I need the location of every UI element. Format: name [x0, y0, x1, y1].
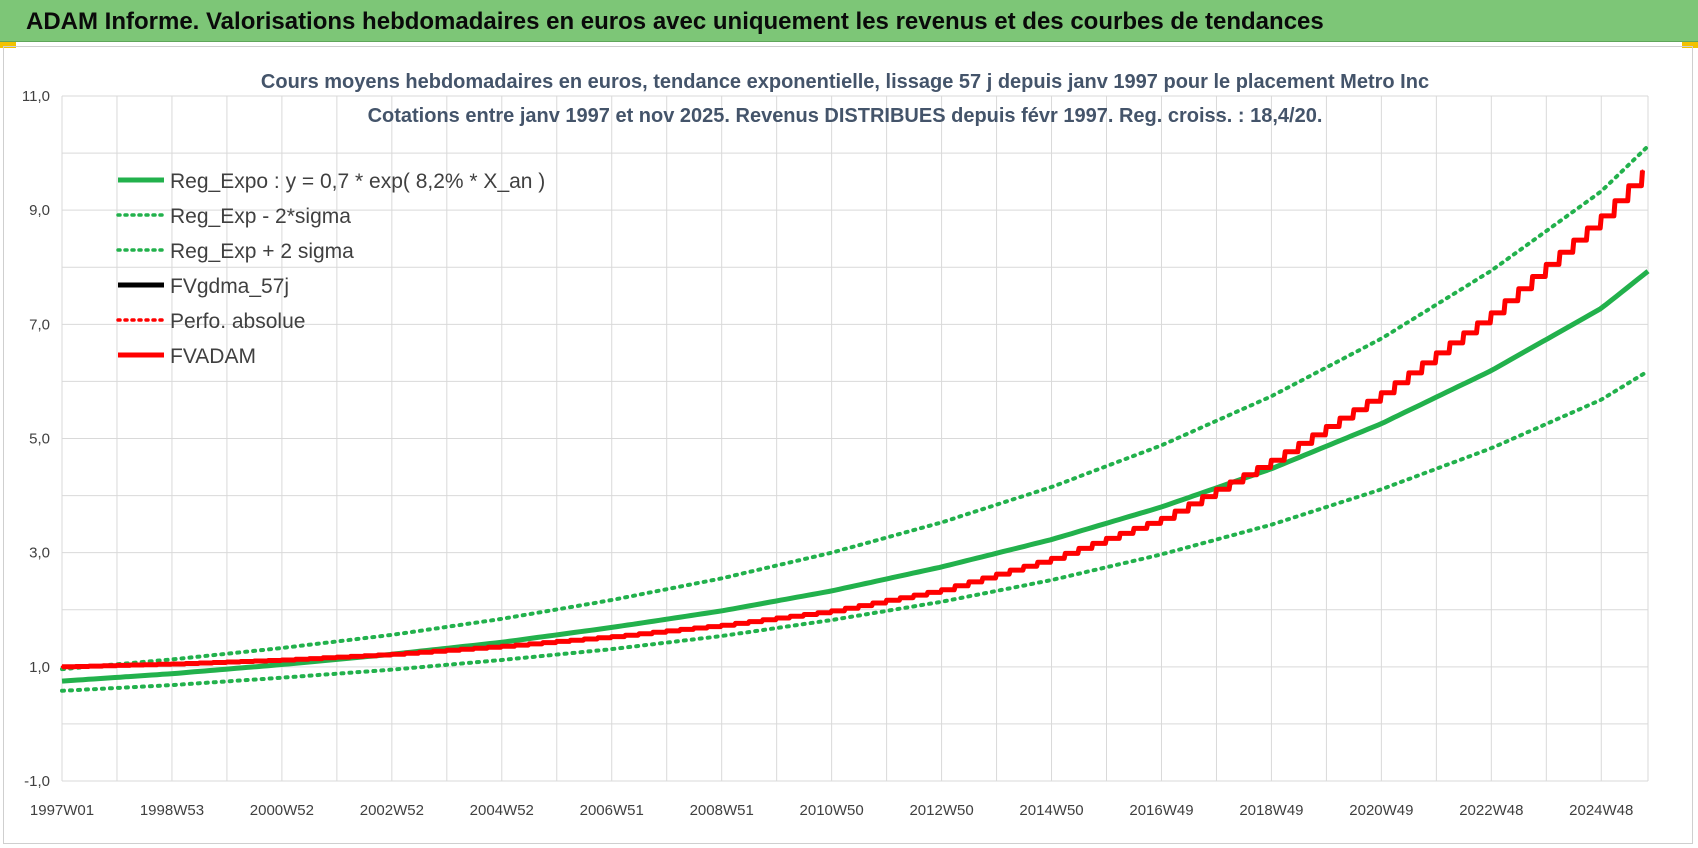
- chart-frame: [3, 46, 1693, 844]
- legend-label: Reg_Expo : y = 0,7 * exp( 8,2% * X_an ): [170, 170, 545, 193]
- y-tick-label: 5,0: [29, 431, 50, 448]
- legend-label: Reg_Exp - 2*sigma: [170, 205, 351, 228]
- axis-layer: 11,0 9,0 7,0 5,0 3,0 1,0 -1,0 1997W01 1998W53 200…: [22, 88, 1633, 819]
- y-tick-label: 3,0: [29, 545, 50, 562]
- y-tick-label: -1,0: [24, 773, 50, 790]
- x-tick-label: 2006W51: [580, 802, 644, 819]
- legend-label: FVgdma_57j: [170, 275, 289, 298]
- x-tick-label: 2004W52: [470, 802, 534, 819]
- y-tick-label: 9,0: [29, 202, 50, 219]
- y-tick-label: 7,0: [29, 316, 50, 333]
- chart-title-line2: Cotations entre janv 1997 et nov 2025. R…: [368, 105, 1323, 127]
- x-tick-label: 2010W50: [800, 802, 864, 819]
- report-title: ADAM Informe. Valorisations hebdomadaire…: [26, 8, 1324, 35]
- y-tick-label: 1,0: [29, 659, 50, 676]
- x-tick-label: 2002W52: [360, 802, 424, 819]
- series-line-0: [61, 269, 1650, 684]
- x-tick-label: 2000W52: [250, 802, 314, 819]
- x-tick-label: 1998W53: [140, 802, 204, 819]
- grid-layer: [61, 95, 1649, 782]
- legend: Reg_Expo : y = 0,7 * exp( 8,2% * X_an ) R…: [116, 170, 545, 368]
- x-tick-label: 2012W50: [909, 802, 973, 819]
- corner-mark-left: [0, 42, 16, 48]
- legend-label: Reg_Exp + 2 sigma: [170, 240, 354, 263]
- series-line-2: [60, 144, 1650, 672]
- x-tick-label: 2016W49: [1129, 802, 1193, 819]
- x-tick-label: 2018W49: [1239, 802, 1303, 819]
- x-tick-label: 2024W48: [1569, 802, 1633, 819]
- x-tick-label: 2020W49: [1349, 802, 1413, 819]
- legend-label: Perfo. absolue: [170, 310, 305, 333]
- x-tick-label: 2014W50: [1019, 802, 1083, 819]
- series-line-1: [60, 369, 1650, 693]
- y-tick-label: 11,0: [22, 88, 50, 105]
- x-tick-label: 2022W48: [1459, 802, 1523, 819]
- series-layer: [60, 144, 1650, 693]
- legend-label: FVADAM: [170, 345, 256, 368]
- corner-mark-right: [1682, 42, 1698, 48]
- chart-title-line1: Cours moyens hebdomadaires en euros, ten…: [261, 71, 1429, 93]
- x-tick-label: 1997W01: [30, 802, 94, 819]
- x-tick-label: 2008W51: [690, 802, 754, 819]
- series-line-5: [62, 170, 1645, 670]
- report-banner: ADAM Informe. Valorisations hebdomadaire…: [0, 0, 1698, 42]
